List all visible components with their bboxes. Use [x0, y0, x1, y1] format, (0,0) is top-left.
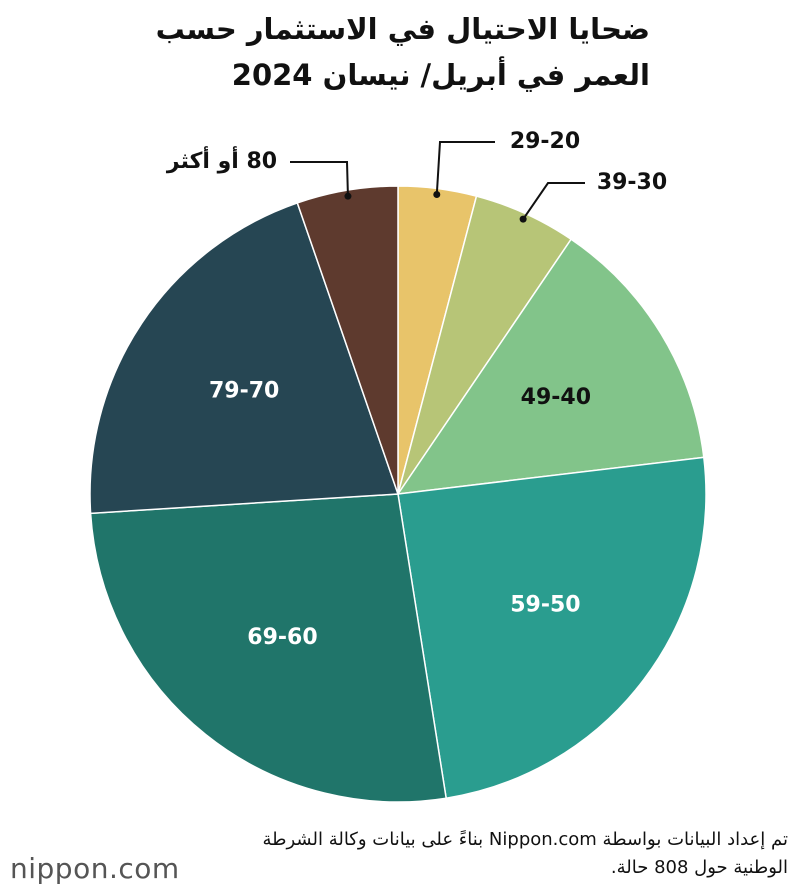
leader-line: [522, 182, 585, 220]
slice-label: 29-20: [510, 129, 580, 154]
pie-slice: [89, 493, 448, 803]
slice-label: 59-50: [510, 592, 580, 617]
slice-label: 69-60: [247, 625, 317, 650]
chart-title: ضحايا الاحتيال في الاستثمار حسب العمر في…: [155, 12, 650, 92]
pie-slice: [89, 201, 400, 515]
leader-line: [290, 161, 349, 197]
leader-line: [435, 141, 495, 195]
logo: nippon.com: [10, 852, 180, 885]
slice-label: 39-30: [597, 170, 667, 195]
slice-label: 80 أو أكثر: [166, 145, 277, 174]
slice-label: 79-70: [209, 379, 279, 404]
pie-slice: [397, 456, 707, 800]
slice-label: 49-40: [521, 385, 591, 410]
source-note: تم إعداد البيانات بواسطة Nippon.com بناء…: [262, 829, 788, 878]
pie-slice: [396, 238, 705, 495]
